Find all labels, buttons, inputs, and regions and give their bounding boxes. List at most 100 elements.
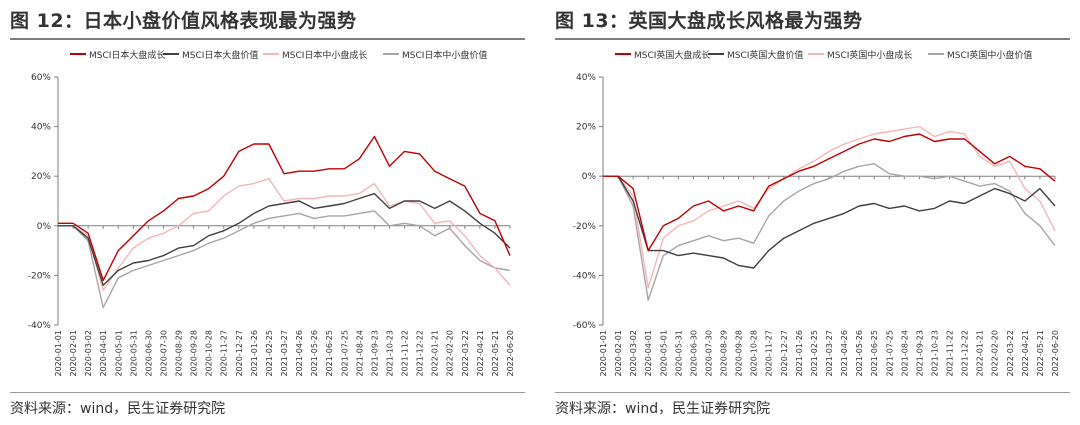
y-tick-label: 0% <box>582 172 597 182</box>
x-tick-label: 2020-05-31 <box>129 330 138 377</box>
x-tick-label: 2021-04-26 <box>295 330 304 377</box>
series-line <box>58 177 511 292</box>
x-tick-label: 2021-11-22 <box>946 330 955 377</box>
x-tick-label: 2021-10-23 <box>385 330 394 377</box>
y-tick-label: 40% <box>576 73 596 83</box>
x-tick-label: 2020-07-30 <box>159 330 168 377</box>
x-tick-label: 2021-09-23 <box>915 330 924 377</box>
x-tick-label: 2022-05-21 <box>1036 330 1045 377</box>
x-tick-label: 2021-07-25 <box>885 330 894 377</box>
x-tick-label: 2020-05-31 <box>674 330 683 377</box>
legend-label: MSCI日本大盘成长 <box>89 49 165 61</box>
title-rule <box>10 38 525 40</box>
x-tick-label: 2021-05-26 <box>855 330 864 377</box>
x-tick-label: 2022-02-20 <box>991 330 1000 377</box>
x-tick-label: 2020-10-28 <box>205 330 214 377</box>
source-note: 资料来源：wind，民生证券研究院 <box>555 401 771 417</box>
x-tick-label: 2021-02-25 <box>810 330 819 377</box>
legend: MSCI日本大盘成长 MSCI日本大盘价值 MSCI日本中小盘成长 MSCI日本中小盘… <box>70 49 487 61</box>
x-tick-label: 2022-06-20 <box>506 330 515 377</box>
x-tick-label: 2022-03-22 <box>461 330 470 377</box>
x-tick-label: 2020-04-01 <box>99 330 108 377</box>
y-tick-label: 40% <box>31 123 51 133</box>
source-rule <box>555 392 1070 393</box>
x-tick-label: 2021-01-26 <box>795 330 804 377</box>
x-tick-label: 2022-01-21 <box>976 330 985 377</box>
series-line <box>58 210 511 309</box>
x-tick-label: 2020-01-01 <box>599 330 608 377</box>
x-tick-label: 2021-10-23 <box>930 330 939 377</box>
x-tick-label: 2022-02-20 <box>446 330 455 377</box>
x-tick-label: 2020-05-01 <box>659 330 668 377</box>
y-tick-label: -40% <box>28 321 52 331</box>
series-line <box>603 175 1056 269</box>
legend-label: MSCI日本中小盘价值 <box>402 49 487 61</box>
x-tick-label: 2020-09-28 <box>735 330 744 377</box>
x-tick-label: 2020-03-02 <box>84 330 93 377</box>
legend-label: MSCI日本中小盘成长 <box>282 49 367 61</box>
legend-label: MSCI日本大盘价值 <box>182 49 258 61</box>
y-tick-label: 60% <box>31 73 51 83</box>
x-tick-label: 2020-04-01 <box>644 330 653 377</box>
x-tick-label: 2022-06-20 <box>1051 330 1060 377</box>
x-tick-label: 2021-05-26 <box>310 330 319 377</box>
x-tick-label: 2022-04-21 <box>1021 330 1030 377</box>
x-tick-label: 2021-04-26 <box>840 330 849 377</box>
x-tick-label: 2021-09-23 <box>370 330 379 377</box>
x-tick-label: 2021-06-25 <box>870 330 879 377</box>
x-tick-label: 2020-10-28 <box>750 330 759 377</box>
x-tick-label: 2020-07-30 <box>704 330 713 377</box>
series-line <box>603 163 1056 301</box>
y-tick-label: -40% <box>573 271 597 281</box>
source-rule <box>10 392 525 393</box>
x-tick-label: 2020-02-01 <box>69 330 78 377</box>
y-tick-label: 20% <box>31 172 51 182</box>
legend-label: MSCI英国中小盘成长 <box>827 49 912 61</box>
line-chart: MSCI日本大盘成长 MSCI日本大盘价值 MSCI日本中小盘成长 MSCI日本中小盘… <box>28 49 515 377</box>
x-tick-label: 2020-08-29 <box>175 330 184 377</box>
x-tick-label: 2020-08-29 <box>720 330 729 377</box>
x-tick-label: 2020-12-27 <box>780 330 789 377</box>
legend-label: MSCI英国中小盘价值 <box>947 49 1032 61</box>
x-tick-label: 2021-03-27 <box>825 330 834 377</box>
x-tick-label: 2021-01-26 <box>250 330 259 377</box>
title-rule <box>555 38 1070 40</box>
y-tick-label: 20% <box>576 123 596 133</box>
x-tick-label: 2020-06-30 <box>144 330 153 377</box>
series-line <box>603 125 1056 289</box>
x-tick-label: 2021-12-22 <box>961 330 970 377</box>
x-tick-label: 2021-08-24 <box>355 330 364 377</box>
x-tick-label: 2020-02-01 <box>614 330 623 377</box>
x-tick-label: 2021-08-24 <box>900 330 909 377</box>
figure-12-panel: 图 12：日本小盘价值风格表现最为强势 MSCI日本大盘成长 MSCI日本大盘价值… <box>10 0 530 425</box>
y-tick-label: -20% <box>28 271 52 281</box>
x-tick-label: 2021-02-25 <box>265 330 274 377</box>
x-tick-label: 2021-06-25 <box>325 330 334 377</box>
x-tick-label: 2020-05-01 <box>114 330 123 377</box>
legend-label: MSCI英国大盘价值 <box>727 49 803 61</box>
figure-title: 图 12：日本小盘价值风格表现最为强势 <box>10 10 357 32</box>
x-tick-label: 2022-03-22 <box>1006 330 1015 377</box>
line-chart: MSCI英国大盘成长 MSCI英国大盘价值 MSCI英国中小盘成长 MSCI英国中小盘… <box>573 49 1060 377</box>
series-line <box>58 192 511 287</box>
x-tick-label: 2020-11-27 <box>220 330 229 377</box>
y-tick-label: 0% <box>37 222 52 232</box>
series-line <box>58 135 511 282</box>
x-tick-label: 2022-01-21 <box>431 330 440 377</box>
x-tick-label: 2021-12-22 <box>416 330 425 377</box>
x-tick-label: 2020-03-02 <box>629 330 638 377</box>
x-tick-label: 2022-05-21 <box>491 330 500 377</box>
legend-label: MSCI英国大盘成长 <box>634 49 710 61</box>
source-note: 资料来源：wind，民生证券研究院 <box>10 401 226 417</box>
series-line <box>603 133 1056 252</box>
x-tick-label: 2020-09-28 <box>190 330 199 377</box>
legend: MSCI英国大盘成长 MSCI英国大盘价值 MSCI英国中小盘成长 MSCI英国中小盘… <box>615 49 1032 61</box>
y-tick-label: -20% <box>573 222 597 232</box>
x-tick-label: 2020-01-01 <box>54 330 63 377</box>
x-tick-label: 2020-12-27 <box>235 330 244 377</box>
x-tick-label: 2022-04-21 <box>476 330 485 377</box>
x-tick-label: 2020-06-30 <box>689 330 698 377</box>
figure-13-panel: 图 13：英国大盘成长风格最为强势 MSCI英国大盘成长 MSCI英国大盘价值 MS… <box>555 0 1075 425</box>
x-tick-label: 2021-07-25 <box>340 330 349 377</box>
x-tick-label: 2021-11-22 <box>401 330 410 377</box>
